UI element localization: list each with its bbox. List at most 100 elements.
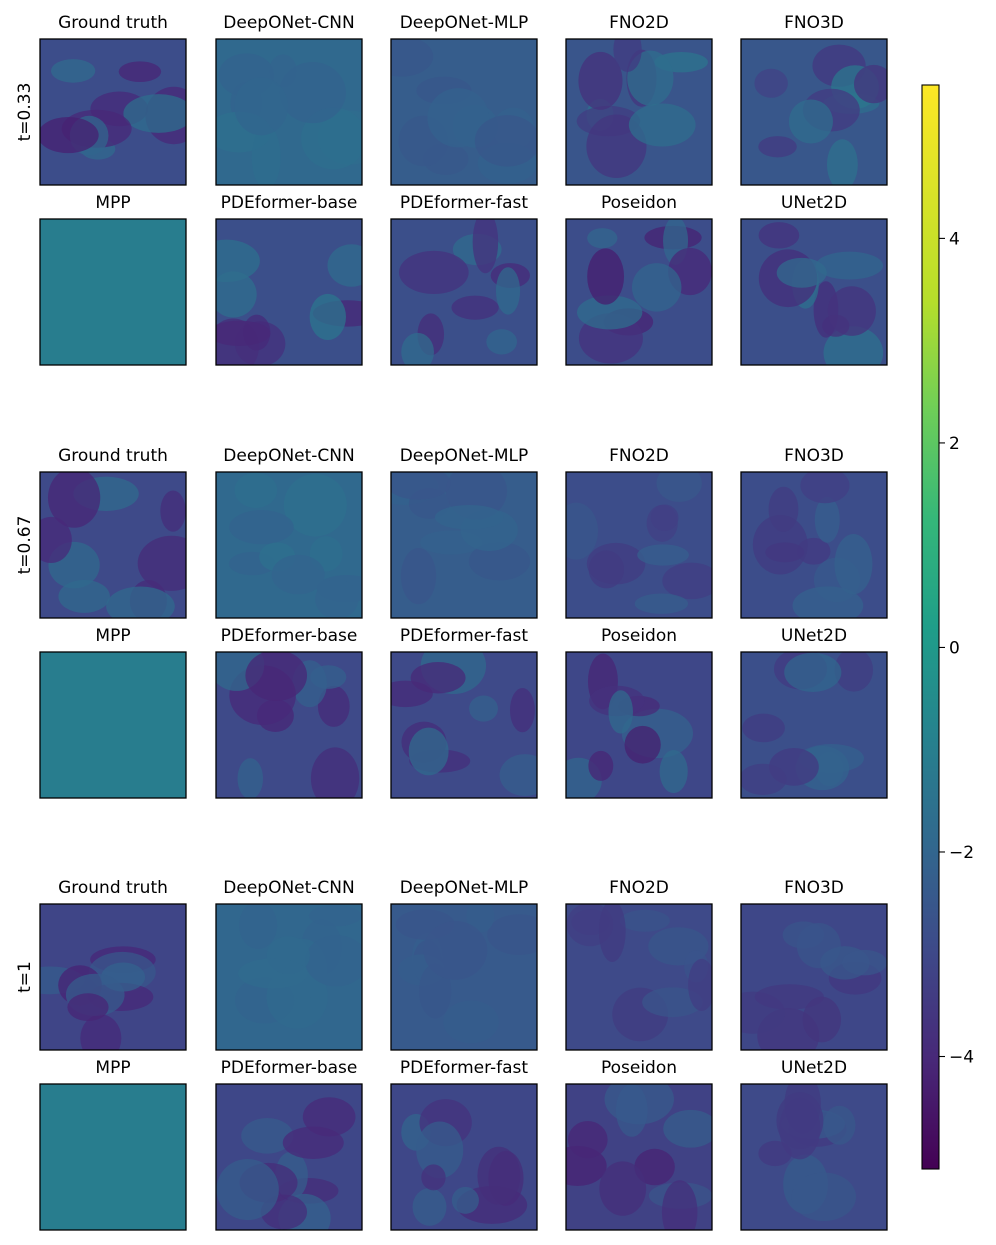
panel-frame bbox=[390, 38, 538, 186]
low-value-region bbox=[588, 750, 614, 781]
panel-frame bbox=[740, 218, 888, 366]
panel-texture bbox=[566, 904, 712, 1042]
high-value-region bbox=[615, 1084, 648, 1137]
low-value-region bbox=[472, 219, 499, 274]
high-value-region bbox=[634, 593, 689, 614]
panel-frame bbox=[565, 651, 713, 799]
low-value-region bbox=[477, 1146, 521, 1205]
low-value-region bbox=[308, 905, 362, 927]
panel-t-0-33-mpp: MPP bbox=[39, 193, 187, 366]
high-value-region bbox=[241, 1118, 294, 1154]
low-value-region bbox=[662, 562, 712, 600]
panel-t-0-33-poseidon: Poseidon bbox=[565, 193, 713, 366]
low-value-region bbox=[310, 747, 360, 798]
low-value-region bbox=[271, 554, 325, 595]
high-value-region bbox=[427, 88, 490, 148]
panel-texture bbox=[391, 39, 537, 184]
low-value-region bbox=[800, 472, 850, 504]
panel-t-1-mpp: MPP bbox=[39, 1058, 187, 1231]
low-value-region bbox=[229, 510, 294, 545]
panel-t-1-unet2d: UNet2D bbox=[740, 1058, 888, 1231]
high-value-region bbox=[266, 936, 310, 975]
panel-title: FNO2D bbox=[609, 878, 669, 898]
panel-texture bbox=[391, 472, 531, 605]
panel-grid: t=0.33 Ground truth DeepONet-CNN DeepONet-M… bbox=[15, 13, 888, 1231]
panel-t-1-poseidon: Poseidon bbox=[565, 1058, 713, 1231]
panel-texture bbox=[399, 219, 530, 365]
row-label-t-0-67: t=0.67 bbox=[15, 516, 35, 575]
high-value-region bbox=[50, 59, 96, 83]
high-value-region bbox=[408, 727, 449, 776]
panel-title: Ground truth bbox=[58, 13, 168, 33]
panel-title: Ground truth bbox=[58, 446, 168, 466]
panel-texture bbox=[754, 44, 887, 185]
low-value-region bbox=[40, 117, 99, 154]
row-label-t-0-33: t=0.33 bbox=[15, 83, 35, 142]
panel-texture bbox=[566, 1084, 712, 1230]
high-value-region bbox=[486, 329, 518, 355]
high-value-region bbox=[608, 690, 633, 734]
panel-frame bbox=[39, 218, 187, 366]
panel-title: FNO3D bbox=[784, 878, 844, 898]
high-value-region bbox=[637, 544, 689, 566]
panel-frame bbox=[740, 1083, 888, 1231]
panel-title: Poseidon bbox=[601, 626, 677, 646]
low-value-region bbox=[315, 579, 359, 618]
low-value-region bbox=[160, 490, 186, 532]
high-value-region bbox=[499, 754, 537, 797]
low-value-region bbox=[279, 62, 346, 124]
high-value-region bbox=[823, 1105, 856, 1145]
high-value-region bbox=[466, 904, 495, 933]
high-value-region bbox=[434, 504, 504, 530]
high-value-region bbox=[234, 472, 278, 508]
high-value-region bbox=[309, 293, 346, 340]
high-value-region bbox=[841, 949, 887, 976]
high-value-region bbox=[469, 695, 498, 722]
panel-title: MPP bbox=[95, 193, 130, 213]
panel-frame bbox=[215, 38, 363, 186]
panel-frame bbox=[565, 1083, 713, 1231]
panel-texture bbox=[216, 652, 360, 798]
panel-texture bbox=[752, 472, 873, 618]
panel-title: Ground truth bbox=[58, 878, 168, 898]
panel-t-0-67-ground-truth: Ground truth bbox=[39, 446, 187, 619]
panel-t-1-ground-truth: Ground truth bbox=[39, 878, 187, 1051]
panel-texture bbox=[576, 219, 712, 364]
low-value-region bbox=[399, 250, 469, 295]
low-value-region bbox=[598, 904, 626, 962]
panel-t-0-67-fno3d: FNO3D bbox=[740, 446, 888, 619]
panel-texture bbox=[391, 652, 537, 797]
colorbar: 4 2 0 −2 −4 bbox=[921, 84, 974, 1170]
low-value-region bbox=[587, 248, 625, 305]
panel-texture bbox=[576, 39, 708, 179]
panel-frame bbox=[390, 218, 538, 366]
panel-t-0-33-fno3d: FNO3D bbox=[740, 13, 888, 186]
panel-title: PDEformer-fast bbox=[400, 1058, 528, 1078]
panel-texture bbox=[395, 904, 537, 1044]
panel-t-1-pdeformer-base: PDEformer-base bbox=[215, 1058, 363, 1231]
panel-texture bbox=[758, 1084, 857, 1222]
panel-t-0-67-pdeformer-base: PDEformer-base bbox=[215, 626, 363, 799]
high-value-region bbox=[327, 244, 362, 287]
high-value-region bbox=[106, 586, 175, 618]
panel-frame bbox=[565, 471, 713, 619]
low-value-region bbox=[509, 687, 535, 733]
low-value-region bbox=[47, 472, 101, 528]
low-value-region bbox=[451, 295, 499, 320]
panel-title: UNet2D bbox=[781, 626, 847, 646]
panel-t-1-fno2d: FNO2D bbox=[565, 878, 713, 1051]
low-value-region bbox=[80, 1014, 122, 1050]
low-value-region bbox=[234, 77, 289, 136]
panel-title: FNO3D bbox=[784, 13, 844, 33]
panel-texture bbox=[216, 239, 362, 365]
high-value-region bbox=[58, 579, 110, 613]
low-value-region bbox=[754, 68, 788, 98]
high-value-region bbox=[642, 987, 703, 1018]
low-value-region bbox=[67, 993, 109, 1022]
low-value-region bbox=[634, 1148, 675, 1186]
low-value-region bbox=[487, 914, 537, 956]
low-value-region bbox=[118, 61, 162, 82]
panel-frame bbox=[215, 471, 363, 619]
low-value-region bbox=[245, 652, 308, 701]
panel-title: PDEformer-base bbox=[221, 626, 358, 646]
